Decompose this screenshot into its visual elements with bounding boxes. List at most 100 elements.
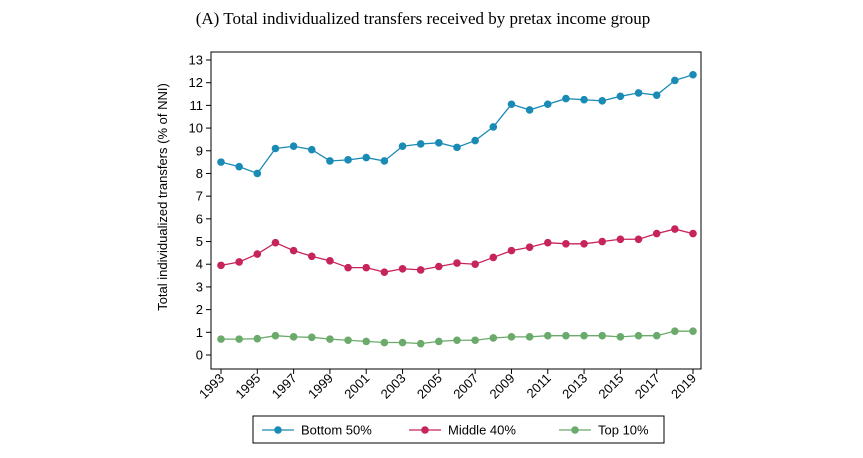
plot-frame bbox=[210, 51, 702, 370]
legend-marker bbox=[274, 426, 282, 434]
data-point bbox=[289, 246, 298, 255]
data-point bbox=[652, 229, 661, 238]
data-point bbox=[398, 142, 407, 151]
x-tick-label: 2019 bbox=[668, 371, 699, 402]
data-point bbox=[580, 95, 588, 104]
data-point bbox=[616, 92, 625, 101]
y-tick-label: 12 bbox=[189, 75, 203, 90]
data-point bbox=[616, 333, 625, 341]
data-point bbox=[235, 258, 243, 266]
data-point bbox=[217, 261, 225, 270]
legend-label: Middle 40% bbox=[448, 423, 516, 438]
x-tick-label: 1999 bbox=[305, 371, 336, 402]
data-point bbox=[435, 262, 443, 271]
data-point bbox=[543, 238, 552, 247]
legend-item: Middle 40% bbox=[409, 423, 516, 438]
y-tick-label: 3 bbox=[196, 279, 203, 294]
series-middle-40 bbox=[217, 225, 697, 276]
y-tick-label: 0 bbox=[196, 348, 203, 363]
data-point bbox=[217, 335, 225, 343]
y-tick-label: 4 bbox=[196, 257, 203, 272]
data-point bbox=[689, 229, 697, 238]
data-point bbox=[362, 337, 371, 346]
x-tick-label: 2003 bbox=[378, 371, 409, 402]
data-point bbox=[416, 266, 425, 274]
y-tick-label: 13 bbox=[189, 53, 203, 68]
x-tick-label: 2007 bbox=[450, 371, 481, 402]
legend-label: Bottom 50% bbox=[301, 423, 372, 438]
y-tick-label: 2 bbox=[196, 302, 203, 317]
legend-box bbox=[252, 415, 665, 444]
data-point bbox=[543, 331, 552, 340]
y-tick-label: 7 bbox=[196, 189, 203, 204]
data-point bbox=[217, 158, 225, 166]
data-point bbox=[362, 153, 371, 162]
data-point bbox=[344, 263, 352, 272]
data-point bbox=[489, 123, 498, 131]
data-point bbox=[562, 94, 570, 103]
data-point bbox=[580, 240, 588, 248]
x-tick-label: 1997 bbox=[269, 371, 300, 402]
data-point bbox=[671, 76, 679, 85]
data-point bbox=[289, 333, 298, 341]
data-point bbox=[271, 331, 280, 340]
data-point bbox=[453, 336, 461, 345]
data-point bbox=[326, 257, 334, 265]
data-point bbox=[525, 106, 534, 114]
data-point bbox=[435, 337, 443, 346]
chart-title: (A) Total individualized transfers recei… bbox=[196, 9, 651, 28]
series-layer bbox=[217, 70, 697, 348]
data-point bbox=[652, 331, 661, 340]
data-point bbox=[253, 334, 262, 343]
x-tick-label: 2013 bbox=[559, 371, 590, 402]
data-point bbox=[634, 235, 643, 244]
x-tick-label: 1995 bbox=[232, 371, 263, 402]
data-point bbox=[598, 237, 607, 246]
data-point bbox=[362, 263, 371, 272]
data-point bbox=[507, 333, 516, 341]
y-tick-label: 5 bbox=[196, 234, 203, 249]
legend: Bottom 50% Middle 40% Top 10% bbox=[252, 415, 665, 444]
x-tick-label: 1993 bbox=[196, 371, 227, 402]
y-tick-label: 1 bbox=[196, 325, 203, 340]
data-point bbox=[344, 336, 352, 345]
data-point bbox=[307, 145, 316, 154]
x-axis: 1993 1995 1997 1999 2001 2003 2005 2007 2009 2011… bbox=[196, 369, 699, 402]
data-point bbox=[562, 331, 570, 340]
y-tick-label: 10 bbox=[189, 121, 203, 136]
y-tick-label: 11 bbox=[190, 98, 204, 113]
data-point bbox=[525, 333, 534, 341]
data-point bbox=[507, 100, 516, 109]
data-point bbox=[307, 252, 316, 261]
data-point bbox=[598, 97, 607, 105]
data-point bbox=[453, 143, 461, 152]
series-top-10 bbox=[217, 327, 697, 348]
data-point bbox=[471, 260, 479, 269]
legend-item: Top 10% bbox=[559, 423, 649, 438]
data-point bbox=[616, 235, 625, 244]
y-tick-label: 6 bbox=[196, 211, 203, 226]
legend-label: Top 10% bbox=[598, 423, 649, 438]
data-point bbox=[543, 100, 552, 109]
legend-item: Bottom 50% bbox=[262, 423, 372, 438]
x-tick-label: 2005 bbox=[414, 371, 445, 402]
series-bottom-50 bbox=[217, 70, 697, 178]
data-point bbox=[562, 240, 570, 248]
data-point bbox=[380, 157, 389, 165]
data-point bbox=[253, 169, 262, 178]
data-point bbox=[453, 259, 461, 267]
data-point bbox=[507, 246, 516, 255]
data-point bbox=[326, 335, 334, 343]
x-tick-label: 2001 bbox=[341, 371, 372, 402]
data-point bbox=[435, 139, 443, 147]
data-point bbox=[380, 338, 389, 347]
data-point bbox=[416, 140, 425, 148]
x-tick-label: 2017 bbox=[632, 371, 663, 402]
data-point bbox=[471, 136, 479, 145]
data-point bbox=[380, 268, 389, 276]
x-tick-label: 2011 bbox=[524, 371, 554, 401]
data-point bbox=[289, 142, 298, 151]
data-point bbox=[398, 338, 407, 347]
data-point bbox=[326, 157, 334, 165]
